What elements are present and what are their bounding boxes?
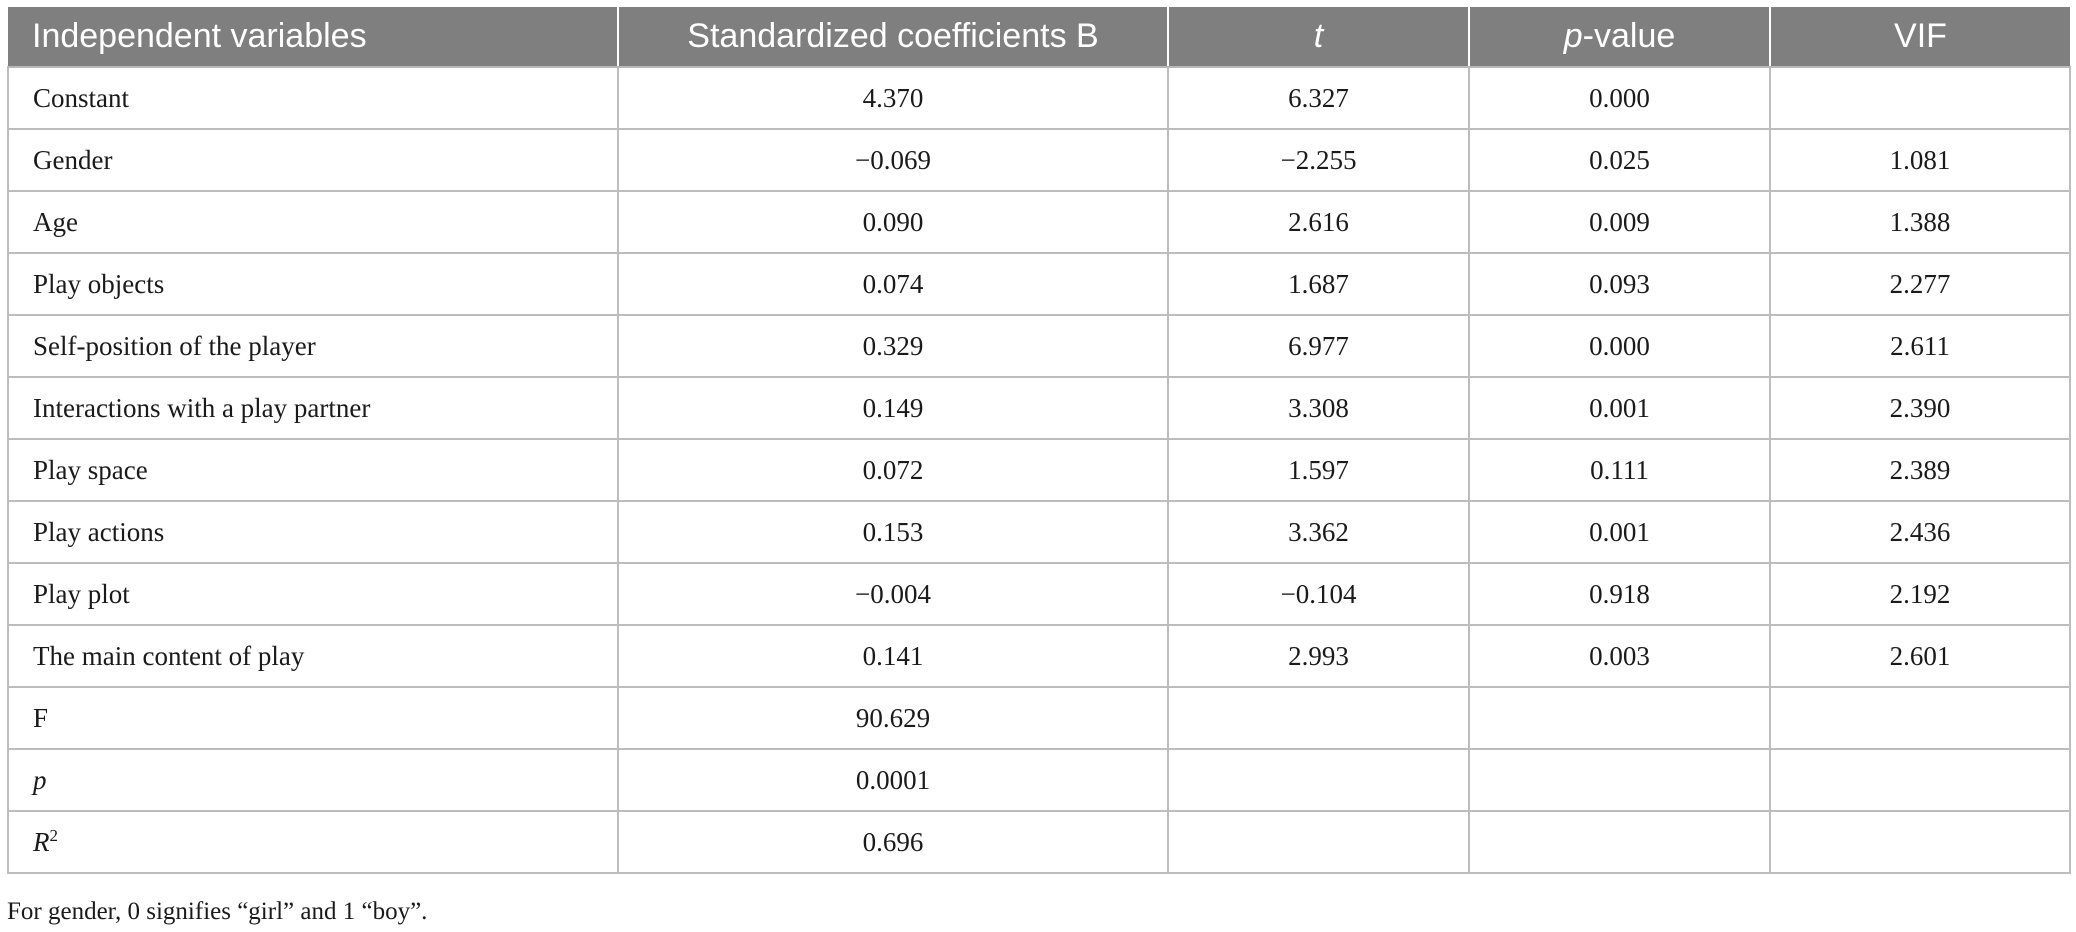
cell-vif: 2.192 <box>1769 562 2071 626</box>
cell-b: 0.0001 <box>617 748 1169 812</box>
cell-b: 0.090 <box>617 190 1169 254</box>
cell-vif <box>1769 810 2071 874</box>
row-label: Play objects <box>7 252 619 316</box>
cell-vif: 1.388 <box>1769 190 2071 254</box>
cell-p: 0.093 <box>1468 252 1771 316</box>
cell-t <box>1167 748 1470 812</box>
cell-t: 1.597 <box>1167 438 1470 502</box>
cell-b: 0.074 <box>617 252 1169 316</box>
cell-t <box>1167 810 1470 874</box>
cell-vif <box>1769 748 2071 812</box>
cell-p: 0.001 <box>1468 500 1771 564</box>
cell-b: 0.153 <box>617 500 1169 564</box>
cell-t: 3.362 <box>1167 500 1470 564</box>
cell-p <box>1468 810 1771 874</box>
cell-t: −2.255 <box>1167 128 1470 192</box>
row-label: R2 <box>7 810 619 874</box>
cell-b: −0.004 <box>617 562 1169 626</box>
cell-vif: 2.389 <box>1769 438 2071 502</box>
cell-vif: 1.081 <box>1769 128 2071 192</box>
row-label: Age <box>7 190 619 254</box>
table-row: R2 0.696 <box>7 810 2071 874</box>
row-label: Play actions <box>7 500 619 564</box>
table-row: Gender −0.069 −2.255 0.025 1.081 <box>7 128 2071 192</box>
header-standardized-coefficients: Standardized coefficients B <box>618 7 1169 68</box>
table-row: Play objects 0.074 1.687 0.093 2.277 <box>7 252 2071 316</box>
table-row: The main content of play 0.141 2.993 0.0… <box>7 624 2071 688</box>
header-independent-variables: Independent variables <box>8 7 619 68</box>
cell-vif: 2.601 <box>1769 624 2071 688</box>
cell-t: 1.687 <box>1167 252 1470 316</box>
row-label: Gender <box>7 128 619 192</box>
regression-table: Independent variables Standardized coeff… <box>7 7 2071 874</box>
table-row: F 90.629 <box>7 686 2071 750</box>
cell-p <box>1468 686 1771 750</box>
cell-b: 90.629 <box>617 686 1169 750</box>
cell-p: 0.111 <box>1468 438 1771 502</box>
row-label: Play space <box>7 438 619 502</box>
cell-vif: 2.611 <box>1769 314 2071 378</box>
header-vif: VIF <box>1770 7 2070 68</box>
cell-t: 6.327 <box>1167 66 1470 130</box>
row-label: Self-position of the player <box>7 314 619 378</box>
cell-vif: 2.390 <box>1769 376 2071 440</box>
table-row: Interactions with a play partner 0.149 3… <box>7 376 2071 440</box>
r-squared-exponent: 2 <box>49 825 59 845</box>
table-row: p 0.0001 <box>7 748 2071 812</box>
cell-t: 2.616 <box>1167 190 1470 254</box>
cell-b: 4.370 <box>617 66 1169 130</box>
cell-vif: 2.277 <box>1769 252 2071 316</box>
cell-b: 0.696 <box>617 810 1169 874</box>
header-row: Independent variables Standardized coeff… <box>8 7 2070 68</box>
row-label: Constant <box>7 66 619 130</box>
table-row: Play actions 0.153 3.362 0.001 2.436 <box>7 500 2071 564</box>
cell-p: 0.001 <box>1468 376 1771 440</box>
cell-p <box>1468 748 1771 812</box>
table-row: Age 0.090 2.616 0.009 1.388 <box>7 190 2071 254</box>
table-footnote: For gender, 0 signifies “girl” and 1 “bo… <box>7 898 428 925</box>
cell-vif <box>1769 686 2071 750</box>
row-label: Interactions with a play partner <box>7 376 619 440</box>
cell-b: 0.072 <box>617 438 1169 502</box>
header-t: t <box>1168 7 1470 68</box>
cell-b: 0.141 <box>617 624 1169 688</box>
cell-p: 0.009 <box>1468 190 1771 254</box>
cell-b: −0.069 <box>617 128 1169 192</box>
cell-t <box>1167 686 1470 750</box>
table-header: Independent variables Standardized coeff… <box>8 7 2070 68</box>
cell-b: 0.329 <box>617 314 1169 378</box>
header-p-value: p-value <box>1469 7 1771 68</box>
cell-t: 3.308 <box>1167 376 1470 440</box>
table-row: Constant 4.370 6.327 0.000 <box>7 66 2071 130</box>
cell-vif: 2.436 <box>1769 500 2071 564</box>
table-row: Play plot −0.004 −0.104 0.918 2.192 <box>7 562 2071 626</box>
row-label: Play plot <box>7 562 619 626</box>
table-body: Constant 4.370 6.327 0.000 Gender −0.069… <box>7 66 2071 874</box>
regression-table-container: Independent variables Standardized coeff… <box>7 7 2071 874</box>
table-row: Play space 0.072 1.597 0.111 2.389 <box>7 438 2071 502</box>
header-p-letter: p <box>1563 17 1583 55</box>
cell-b: 0.149 <box>617 376 1169 440</box>
r-letter: R <box>33 826 50 857</box>
header-value-suffix: -value <box>1582 17 1676 55</box>
cell-t: −0.104 <box>1167 562 1470 626</box>
cell-p: 0.025 <box>1468 128 1771 192</box>
cell-vif <box>1769 66 2071 130</box>
cell-p: 0.000 <box>1468 66 1771 130</box>
cell-t: 6.977 <box>1167 314 1470 378</box>
cell-p: 0.003 <box>1468 624 1771 688</box>
row-label: The main content of play <box>7 624 619 688</box>
cell-p: 0.918 <box>1468 562 1771 626</box>
cell-t: 2.993 <box>1167 624 1470 688</box>
cell-p: 0.000 <box>1468 314 1771 378</box>
row-label: F <box>7 686 619 750</box>
row-label: p <box>7 748 619 812</box>
table-row: Self-position of the player 0.329 6.977 … <box>7 314 2071 378</box>
